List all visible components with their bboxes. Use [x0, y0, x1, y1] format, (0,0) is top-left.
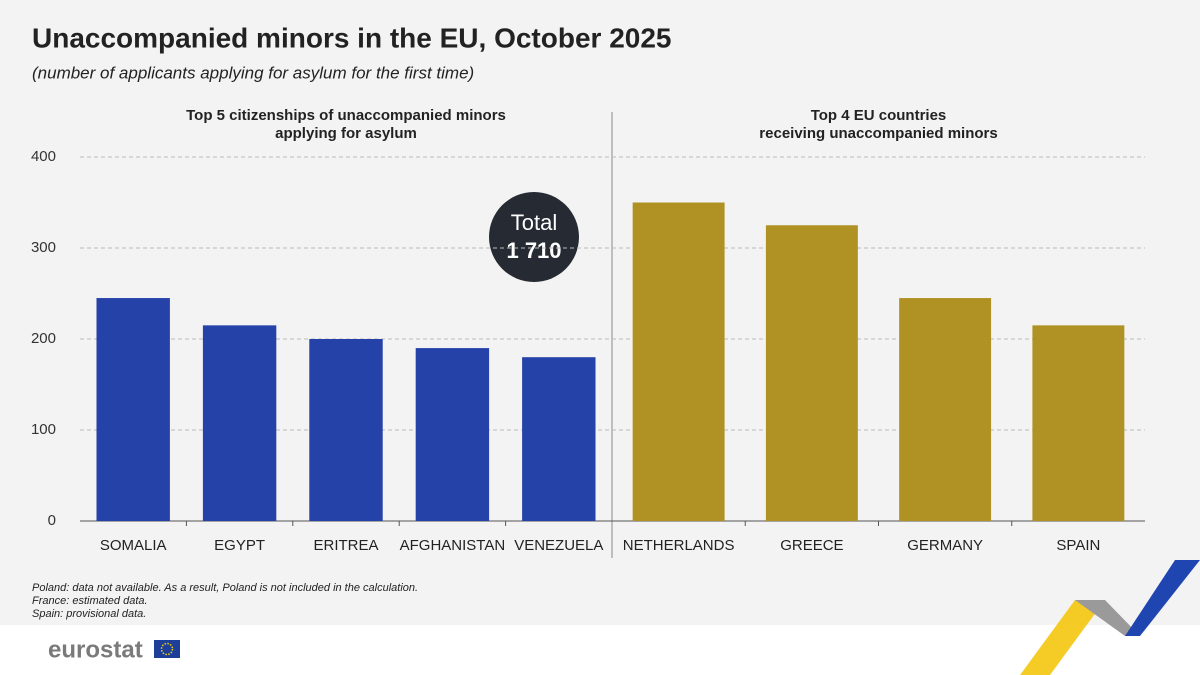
decor: [1020, 600, 1105, 675]
bar: [632, 202, 725, 521]
background: [0, 0, 1200, 625]
decor: [1125, 560, 1200, 636]
x-tick-label: VENEZUELA: [514, 537, 603, 554]
panel-title-line: receiving unaccompanied minors: [759, 125, 997, 142]
panel-title-line: applying for asylum: [275, 125, 417, 142]
bar: [415, 348, 490, 521]
total-label: Total: [511, 210, 557, 235]
note: Poland: data not available. As a result,…: [32, 582, 418, 594]
bar: [96, 298, 170, 521]
y-tick-label: 0: [48, 512, 56, 529]
bar: [899, 298, 992, 521]
bar: [765, 225, 858, 521]
y-tick-label: 400: [31, 148, 56, 165]
x-tick-label: GREECE: [780, 537, 843, 554]
bar: [309, 339, 383, 521]
note: France: estimated data.: [32, 595, 148, 607]
panel-title: Top 4 EU countries receiving unaccompanie…: [759, 107, 997, 142]
total-value: 1 710: [506, 238, 561, 263]
decor: [1075, 600, 1140, 636]
chart-title: Unaccompanied minors in the EU, October …: [32, 22, 672, 53]
bar: [202, 325, 277, 521]
y-tick-label: 100: [31, 421, 56, 438]
x-tick-label: NETHERLANDS: [623, 537, 735, 554]
x-tick-label: GERMANY: [907, 537, 983, 554]
subtitle: (number of applicants applying for asylu…: [32, 63, 474, 82]
y-tick-label: 200: [31, 330, 56, 347]
y-tick-label: 300: [31, 239, 56, 256]
eu-flag: [154, 640, 180, 658]
note: Spain: provisional data.: [32, 608, 146, 620]
panel-title: Top 5 citizenships of unaccompanied mino…: [186, 107, 506, 142]
footer: [0, 625, 1200, 675]
total-badge: [489, 192, 579, 282]
bar: [1032, 325, 1125, 521]
bar: [522, 357, 596, 521]
x-tick-label: SPAIN: [1056, 537, 1100, 554]
x-tick-label: EGYPT: [214, 537, 265, 554]
x-tick-label: ERITREA: [313, 537, 378, 554]
panel-title-line: Top 5 citizenships of unaccompanied mino…: [186, 107, 506, 124]
eu-stars: [160, 642, 174, 656]
x-tick-label: AFGHANISTAN: [400, 537, 506, 554]
x-tick-label: SOMALIA: [100, 537, 167, 554]
brand: eurostat: [48, 636, 143, 663]
panel-title-line: Top 4 EU countries: [811, 107, 947, 124]
